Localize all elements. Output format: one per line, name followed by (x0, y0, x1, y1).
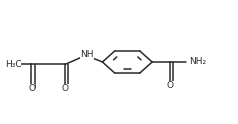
Text: O: O (62, 84, 69, 93)
Text: NH: NH (80, 50, 94, 59)
Text: O: O (28, 84, 35, 93)
Text: H₃C: H₃C (5, 60, 21, 69)
Text: NH₂: NH₂ (189, 58, 207, 66)
Text: O: O (167, 81, 174, 90)
